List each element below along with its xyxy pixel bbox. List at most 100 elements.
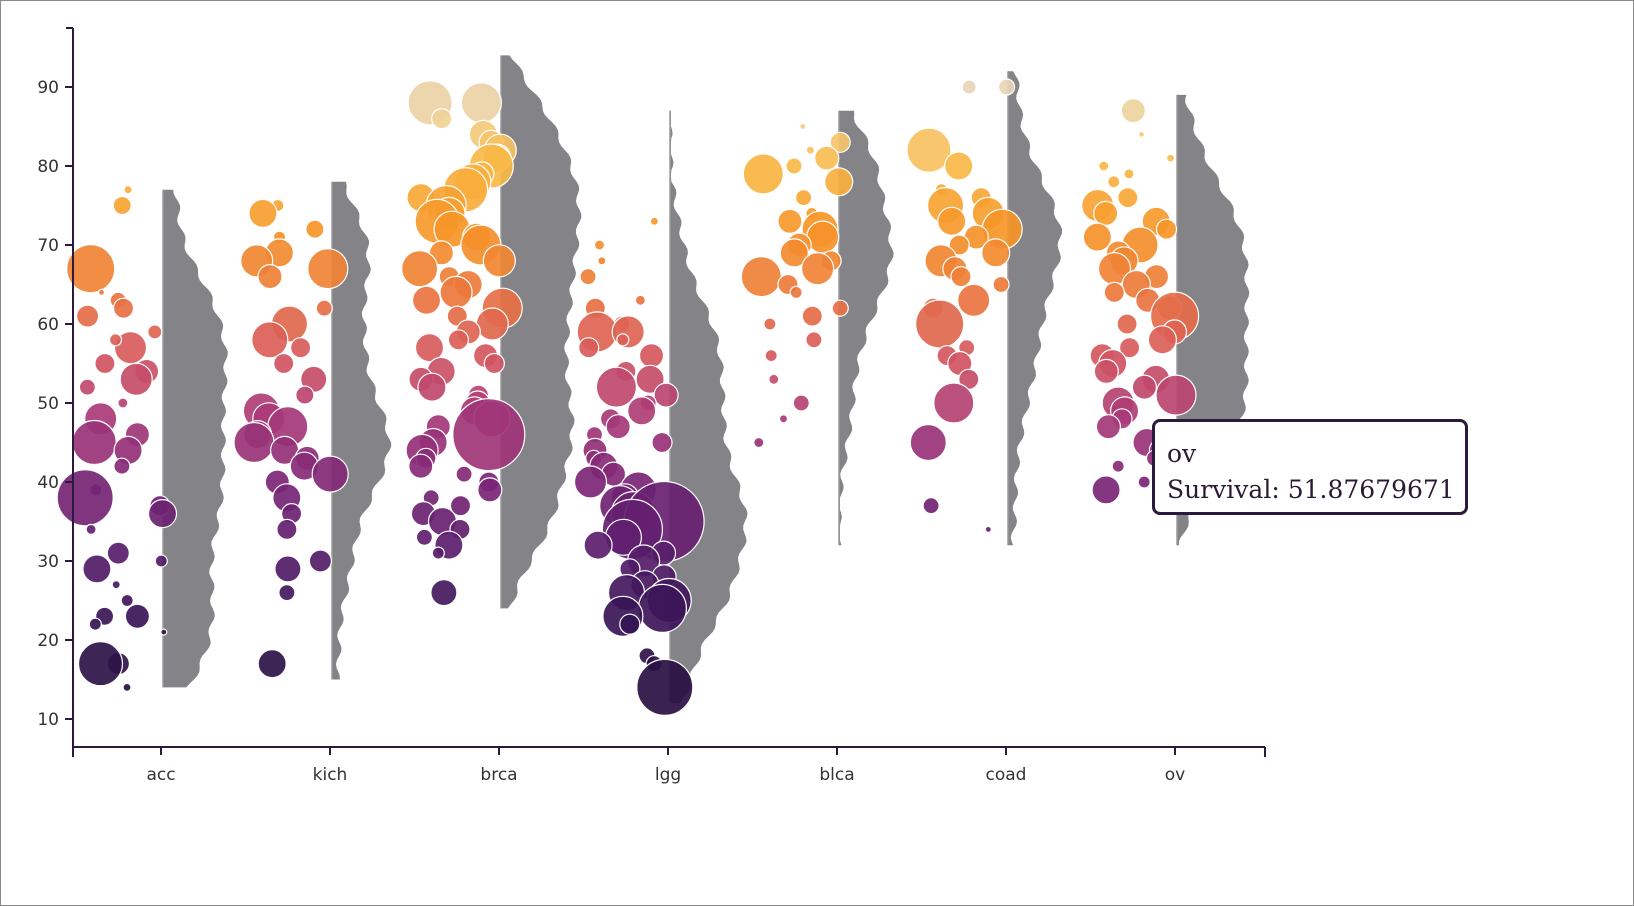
bubble-coad-15 [950, 266, 972, 288]
bubble-brca-58 [430, 578, 458, 607]
bubble-coad-8 [937, 206, 967, 236]
bubble-brca-57 [431, 546, 445, 560]
bubble-ov-18 [1103, 281, 1125, 303]
y-tick-label-50: 50 [37, 394, 59, 414]
bubble-ov-22 [1116, 313, 1138, 335]
bubble-blca-22 [805, 331, 823, 349]
bubble-brca-51 [449, 495, 472, 517]
bubble-ov-11 [1082, 222, 1113, 252]
bubble-kich-19 [233, 421, 275, 464]
bubble-blca-6 [824, 167, 854, 197]
x-tick-label-lgg: lgg [655, 765, 681, 785]
bubble-lgg-44 [619, 613, 641, 635]
bubble-lgg-11 [638, 343, 665, 369]
bubble-ov-28 [1093, 358, 1119, 384]
bubble-acc-3 [97, 288, 106, 296]
x-tick-label-kich: kich [313, 765, 348, 785]
bubble-kich-11 [290, 337, 312, 359]
bubble-lgg-9 [616, 333, 630, 347]
bubble-acc-9 [108, 333, 123, 347]
tooltip: ov Survival: 51.87679671 [1152, 419, 1468, 515]
bubble-coad-1 [961, 79, 977, 95]
bubble-brca-47 [455, 465, 473, 483]
bubble-lgg-0 [649, 216, 660, 226]
bubble-brca-42 [452, 398, 526, 472]
bubble-lgg-34 [583, 530, 613, 560]
bubble-kich-2 [305, 219, 325, 239]
bubble-ov-8 [1093, 200, 1119, 226]
bubble-brca-55 [415, 528, 433, 546]
bubble-acc-10 [94, 352, 116, 375]
bubble-ov-40 [1111, 459, 1125, 473]
bubble-ov-3 [1098, 160, 1110, 172]
bubble-brca-36 [417, 372, 447, 402]
bubble-kich-30 [278, 583, 296, 602]
x-tick-label-ov: ov [1165, 765, 1185, 785]
bubble-blca-25 [792, 394, 810, 412]
bubble-ov-42 [1091, 475, 1121, 505]
bubble-lgg-47 [636, 658, 694, 717]
bubble-ov-41 [1137, 475, 1151, 489]
y-tick-label-70: 70 [37, 236, 59, 256]
bubble-ov-6 [1117, 187, 1139, 209]
bubble-acc-7 [147, 324, 163, 340]
violin-lgg [670, 110, 748, 704]
bubble-kich-10 [251, 321, 289, 359]
bubble-ov-35 [1095, 414, 1122, 440]
bubble-ov-4 [1123, 168, 1135, 180]
bubble-kich-23 [311, 455, 349, 493]
bubble-lgg-17 [627, 396, 657, 426]
bubble-blca-19 [831, 299, 849, 317]
bubble-coad-2 [906, 127, 952, 173]
bubble-blca-20 [801, 305, 823, 327]
bubble-lgg-21 [651, 431, 673, 454]
bubble-acc-5 [112, 297, 135, 319]
bubble-coad-27 [984, 525, 992, 534]
bubble-brca-28 [475, 307, 509, 341]
bubble-brca-31 [414, 333, 445, 363]
bubble-blca-21 [763, 317, 777, 331]
bubble-brca-49 [477, 477, 503, 503]
bubble-kich-31 [257, 649, 287, 679]
bubble-coad-12 [981, 238, 1011, 268]
bubble-acc-1 [123, 185, 133, 195]
tooltip-category: ov [1167, 439, 1197, 468]
bubble-coad-16 [992, 275, 1010, 294]
bubble-lgg-26 [573, 465, 608, 499]
y-tick-label-10: 10 [37, 710, 59, 730]
bubble-blca-5 [742, 153, 784, 195]
bubble-acc-8 [113, 331, 148, 365]
x-tick-label-brca: brca [480, 765, 517, 785]
bubble-brca-20 [482, 244, 516, 278]
bubble-coad-0 [997, 78, 1016, 96]
bubble-kich-8 [315, 299, 333, 317]
bubble-acc-28 [111, 580, 121, 590]
bubble-blca-11 [806, 220, 840, 254]
bubble-coad-3 [944, 151, 974, 181]
bubble-lgg-3 [579, 268, 597, 286]
bubble-acc-6 [75, 304, 100, 328]
bubble-acc-13 [78, 378, 97, 396]
bubble-acc-19 [113, 457, 131, 475]
bubble-acc-30 [124, 603, 150, 629]
bubble-kich-28 [308, 549, 332, 573]
bubble-acc-24 [85, 523, 97, 536]
violin-layer [162, 55, 1250, 704]
violin-coad [1008, 71, 1063, 546]
violin-blca [839, 110, 894, 546]
bubble-coad-24 [933, 382, 975, 424]
bubble-blca-0 [799, 122, 807, 131]
bubble-blca-4 [785, 157, 803, 175]
bubble-coad-19 [915, 299, 965, 349]
bubble-acc-12 [119, 362, 153, 396]
bubble-brca-3 [431, 107, 453, 130]
bubble-coad-25 [909, 423, 947, 462]
bubble-acc-26 [154, 554, 168, 568]
bubble-acc-23 [147, 498, 178, 529]
bubble-blca-16 [740, 256, 782, 298]
violin-acc [163, 189, 228, 688]
bubble-kich-7 [257, 264, 283, 290]
bubble-acc-29 [120, 593, 134, 608]
bubble-lgg-4 [634, 294, 647, 306]
bubble-acc-25 [106, 541, 130, 565]
